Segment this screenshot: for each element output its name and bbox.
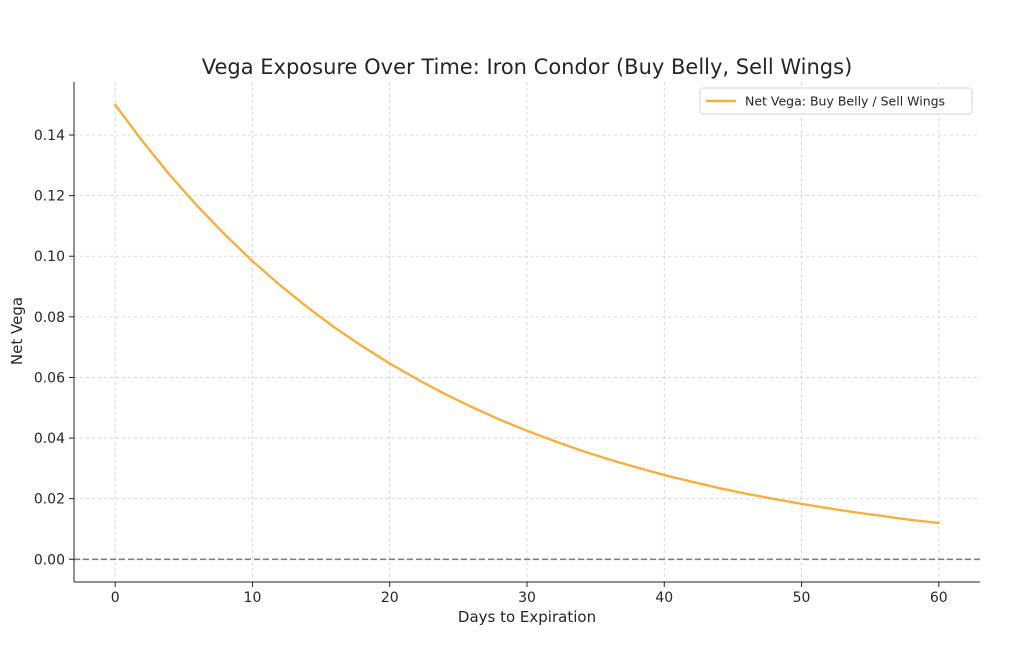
y-tick-label: 0.00 bbox=[34, 552, 65, 568]
series-group bbox=[113, 103, 941, 525]
y-tick-label: 0.14 bbox=[34, 128, 65, 144]
y-tick-label: 0.08 bbox=[34, 310, 65, 326]
x-tick-label: 10 bbox=[244, 590, 262, 606]
series-line-net-vega bbox=[113, 103, 941, 525]
x-tick-label: 20 bbox=[381, 590, 399, 606]
x-tick-label: 60 bbox=[930, 590, 948, 606]
tick-labels: 0 10 20 30 40 50 60 0.00 0.02 0.04 0.06 0.08 0.10 0.1… bbox=[34, 128, 948, 606]
y-axis-label: Net Vega bbox=[8, 297, 26, 365]
x-axis-label: Days to Expiration bbox=[458, 608, 596, 626]
grid bbox=[74, 82, 980, 582]
x-tick-label: 0 bbox=[111, 590, 120, 606]
y-tick-label: 0.06 bbox=[34, 370, 65, 386]
y-tick-label: 0.04 bbox=[34, 431, 65, 447]
chart-title: Vega Exposure Over Time: Iron Condor (Bu… bbox=[202, 55, 853, 79]
x-tick-label: 40 bbox=[655, 590, 673, 606]
x-tick-label: 50 bbox=[793, 590, 811, 606]
legend-entry: Net Vega: Buy Belly / Sell Wings bbox=[745, 94, 945, 109]
axes bbox=[69, 82, 980, 587]
legend-frame bbox=[699, 87, 973, 115]
legend: Net Vega: Buy Belly / Sell Wings bbox=[699, 87, 973, 115]
y-tick-label: 0.02 bbox=[34, 492, 65, 508]
y-tick-label: 0.10 bbox=[34, 249, 65, 265]
y-tick-label: 0.12 bbox=[34, 189, 65, 205]
x-tick-label: 30 bbox=[518, 590, 536, 606]
